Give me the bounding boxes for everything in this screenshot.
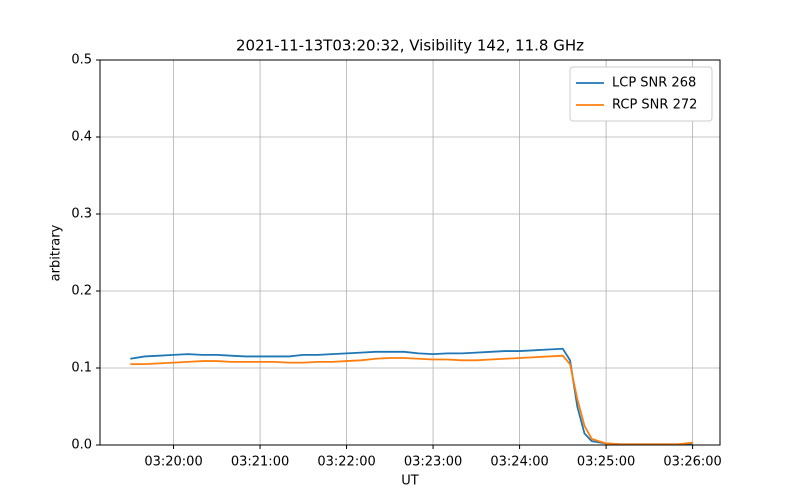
x-tick-label: 03:26:00 (663, 455, 721, 470)
y-axis-label: arbitrary (49, 224, 64, 281)
y-tick-label: 0.0 (71, 438, 92, 453)
y-tick-label: 0.5 (71, 53, 92, 68)
y-tick-label: 0.2 (71, 284, 92, 299)
x-tick-label: 03:24:00 (490, 455, 548, 470)
x-tick-label: 03:23:00 (404, 455, 462, 470)
legend-label: RCP SNR 272 (612, 98, 697, 113)
x-tick-label: 03:21:00 (231, 455, 289, 470)
y-tick-label: 0.3 (71, 207, 92, 222)
legend-label: LCP SNR 268 (612, 76, 696, 91)
legend: LCP SNR 268 RCP SNR 272 (569, 66, 713, 122)
y-tick-label: 0.1 (71, 361, 92, 376)
x-tick-label: 03:25:00 (577, 455, 635, 470)
line-series (130, 347, 693, 446)
y-tick-label: 0.4 (71, 130, 92, 145)
line-series (130, 354, 693, 446)
x-axis-label: UT (401, 474, 419, 489)
x-tick-label: 03:22:00 (317, 455, 375, 470)
x-tick-label: 03:20:00 (144, 455, 202, 470)
chart-title: 2021-11-13T03:20:32, Visibility 142, 11.… (236, 37, 584, 55)
legend-box (569, 66, 713, 122)
plot-frame (99, 59, 721, 446)
